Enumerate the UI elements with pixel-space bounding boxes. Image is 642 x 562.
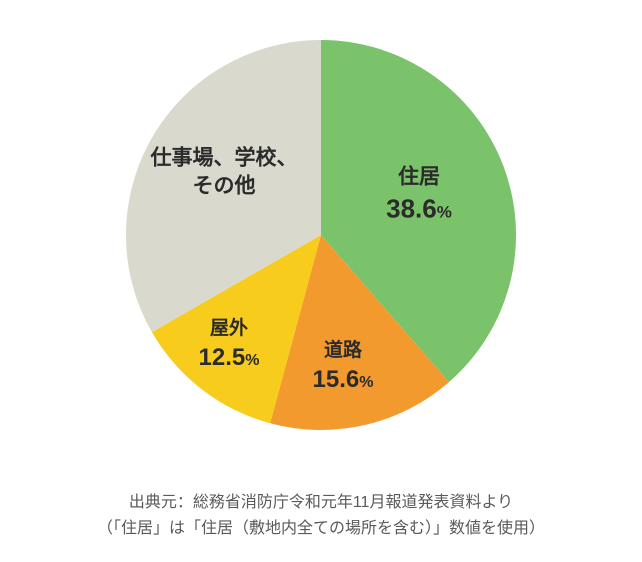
slice-label-name: その他 xyxy=(151,173,298,201)
slice-label-name: 屋外 xyxy=(199,316,260,342)
slice-label-percent: 12.5% xyxy=(199,342,260,374)
source-line-1: 出典元：総務省消防庁令和元年11月報道発表資料より xyxy=(129,494,513,511)
source-line-2: （「住居」は「住居（敷地内全ての場所を含む）」数値を使用） xyxy=(97,520,545,537)
slice-label-name: 仕事場、学校、 xyxy=(151,145,298,173)
pie-chart xyxy=(0,0,642,562)
slice-label-road: 道路15.6% xyxy=(313,338,374,396)
slice-label-name: 道路 xyxy=(313,338,374,364)
slice-label-percent: 15.6% xyxy=(313,364,374,396)
slice-label-outdoor: 屋外12.5% xyxy=(199,316,260,374)
slice-label-name: 住居 xyxy=(386,163,452,191)
slice-percent-value: 15.6 xyxy=(313,366,360,393)
slice-label-other: 仕事場、学校、その他 xyxy=(151,145,298,202)
slice-percent-value: 38.6 xyxy=(386,194,437,224)
slice-label-percent: 38.6% xyxy=(386,192,452,227)
percent-unit: % xyxy=(245,352,259,369)
percent-unit: % xyxy=(359,374,373,391)
chart-container: 住居38.6%道路15.6%屋外12.5%仕事場、学校、その他 出典元：総務省消… xyxy=(0,0,642,562)
slice-percent-value: 12.5 xyxy=(199,344,246,371)
percent-unit: % xyxy=(437,203,452,222)
source-citation: 出典元：総務省消防庁令和元年11月報道発表資料より （「住居」は「住居（敷地内全… xyxy=(0,490,642,541)
slice-label-home: 住居38.6% xyxy=(386,163,452,226)
